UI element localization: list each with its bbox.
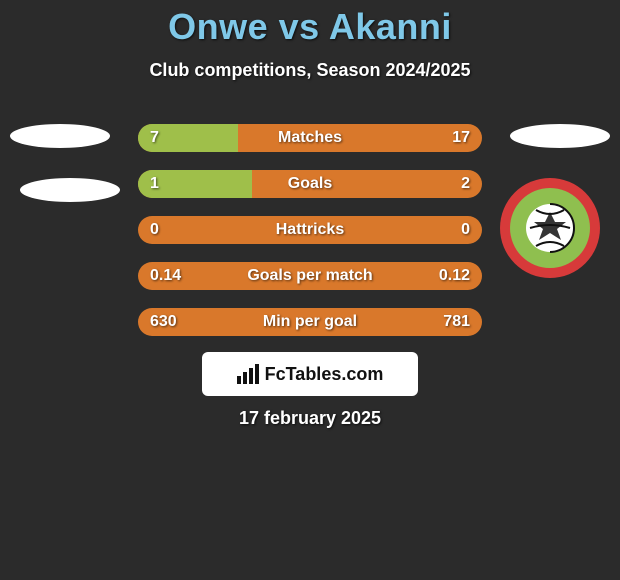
stat-right-value: 0	[461, 216, 470, 244]
page-subtitle: Club competitions, Season 2024/2025	[0, 60, 620, 81]
date-label: 17 february 2025	[0, 408, 620, 429]
right-team-badge	[500, 178, 600, 278]
left-team-logo-b	[20, 178, 120, 202]
stat-right-value: 781	[443, 308, 470, 336]
right-team-logo-a	[510, 124, 610, 148]
stat-label: Min per goal	[138, 308, 482, 336]
stat-label: Goals per match	[138, 262, 482, 290]
stat-left-value: 630	[150, 308, 177, 336]
stat-label: Hattricks	[138, 216, 482, 244]
stat-label: Goals	[138, 170, 482, 198]
stat-left-value: 0	[150, 216, 159, 244]
stat-row-hattricks: Hattricks0 0	[138, 216, 482, 244]
stat-left-value: 0.14	[150, 262, 181, 290]
stat-left-value: 7	[150, 124, 159, 152]
fctables-watermark: FcTables.com	[202, 352, 418, 396]
stat-row-matches: Matches7 17	[138, 124, 482, 152]
fctables-label: FcTables.com	[265, 364, 384, 385]
stat-right-value: 17	[452, 124, 470, 152]
bar-chart-icon	[237, 364, 259, 384]
left-team-logo-a	[10, 124, 110, 148]
stat-row-goals-per-match: Goals per match0.14 0.12	[138, 262, 482, 290]
page-title: Onwe vs Akanni	[0, 6, 620, 48]
comparison-infographic: Onwe vs Akanni Club competitions, Season…	[0, 0, 620, 580]
stat-left-value: 1	[150, 170, 159, 198]
stat-right-value: 0.12	[439, 262, 470, 290]
stat-row-min-per-goal: Min per goal630 781	[138, 308, 482, 336]
stat-right-value: 2	[461, 170, 470, 198]
stat-row-goals: Goals1 2	[138, 170, 482, 198]
stat-label: Matches	[138, 124, 482, 152]
club-badge-icon	[500, 178, 600, 278]
